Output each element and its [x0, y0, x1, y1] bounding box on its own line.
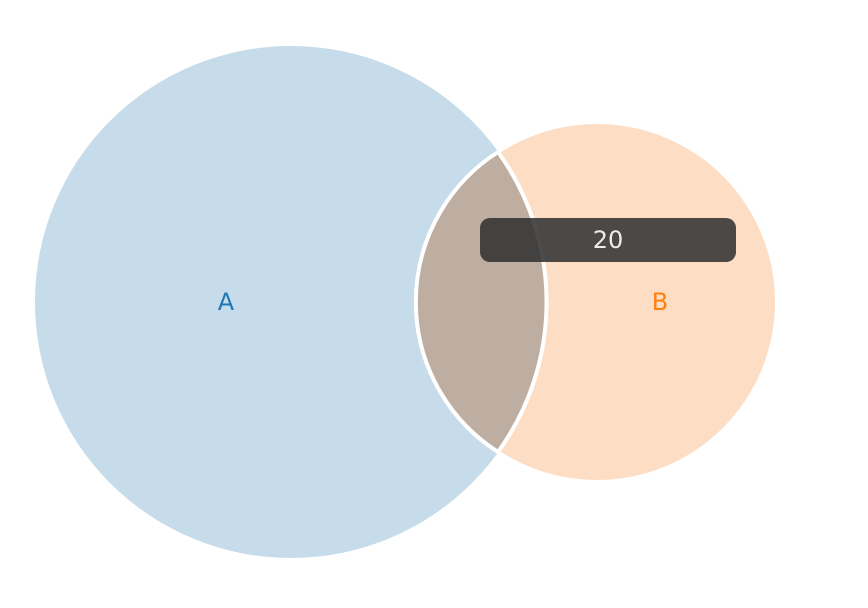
intersection-tooltip: 20 [480, 218, 736, 262]
set-a-label: A [218, 288, 235, 316]
set-b-label: B [652, 288, 668, 316]
set-a-circle[interactable] [35, 46, 547, 558]
